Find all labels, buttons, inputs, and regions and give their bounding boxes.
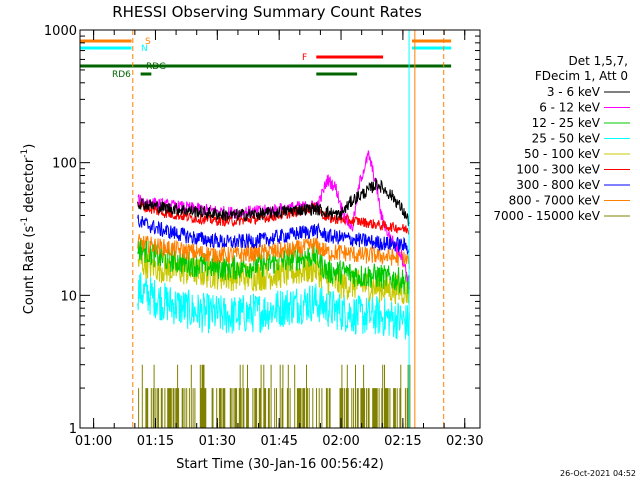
legend-label-800-7000-kev: 800 - 7000 keV [509, 194, 601, 208]
plot-area-frame [79, 29, 481, 429]
state-bars: SN F RDG RD6 [80, 37, 452, 80]
state-bar-label-rdg: RDG [146, 62, 166, 72]
legend-label-300-800-kev: 300 - 800 keV [516, 178, 600, 192]
y-tick-label-10: 10 [60, 289, 77, 304]
legend-label-3-6-kev: 3 - 6 keV [547, 85, 601, 99]
y-axis-label-exp1: -1 [20, 217, 30, 226]
y-axis-label-exp2: -1 [20, 149, 30, 158]
legend-label-100-300-kev: 100 - 300 keV [516, 163, 600, 177]
y-axis: 1 10 100 1000 [44, 24, 480, 437]
x-tick-label-0215: 02:15 [384, 434, 421, 449]
legend-label-12-25-kev: 12 - 25 keV [532, 116, 601, 130]
series-group [137, 150, 411, 428]
chart-title: RHESSI Observing Summary Count Rates [112, 3, 422, 21]
legend: Det 1,5,7, FDecim 1, Att 0 3 - 6 keV 6 - … [493, 54, 630, 223]
y-axis-label-middle: detector [22, 157, 37, 217]
legend-label-6-12-kev: 6 - 12 keV [539, 101, 601, 115]
y-axis-label-end: ) [22, 144, 37, 149]
legend-label-25-50-kev: 25 - 50 keV [532, 132, 601, 146]
y-tick-label-1000: 1000 [44, 24, 77, 39]
x-axis-label: Start Time (30-Jan-16 00:56:42) [176, 457, 384, 472]
y-axis-label: Count Rate (s-1 detector-1) [20, 144, 37, 315]
series-trace-7000-15000-kev [138, 364, 411, 428]
legend-label-50-100-kev: 50 - 100 keV [524, 147, 601, 161]
x-tick-label-0100: 01:00 [75, 434, 112, 449]
state-bar-label-n: N [141, 44, 148, 54]
x-tick-label-0130: 01:30 [199, 434, 236, 449]
y-tick-label-1: 1 [69, 422, 77, 437]
series-trace-100-300-kev [137, 201, 410, 235]
x-tick-label-0230: 02:30 [446, 434, 483, 449]
y-axis-label-main: Count Rate (s [22, 226, 37, 315]
series-trace-12-25-kev [137, 238, 410, 295]
series-trace-800-7000-kev [137, 234, 410, 269]
state-bar-label-rd6: RD6 [112, 70, 131, 80]
series-trace-3-6-kev [137, 178, 410, 227]
state-bar-label-f: F [302, 53, 307, 63]
series-trace-25-50-kev [137, 272, 410, 340]
x-axis: 01:00 01:15 01:30 01:45 02:00 02:15 02:30 [75, 30, 483, 449]
x-tick-label-0200: 02:00 [322, 434, 359, 449]
vertical-markers [132, 30, 445, 428]
legend-header-detectors: Det 1,5,7, [569, 54, 629, 68]
legend-header-decimation: FDecim 1, Att 0 [535, 69, 628, 83]
legend-label-7000-15000-kev: 7000 - 15000 keV [493, 209, 600, 223]
state-bar-label-s: S [145, 37, 151, 47]
series-trace-300-800-kev [137, 214, 410, 256]
x-tick-label-0115: 01:15 [137, 434, 174, 449]
y-tick-label-100: 100 [52, 157, 77, 172]
generation-timestamp: 26-Oct-2021 04:52 [560, 469, 636, 478]
x-tick-label-0145: 01:45 [260, 434, 297, 449]
